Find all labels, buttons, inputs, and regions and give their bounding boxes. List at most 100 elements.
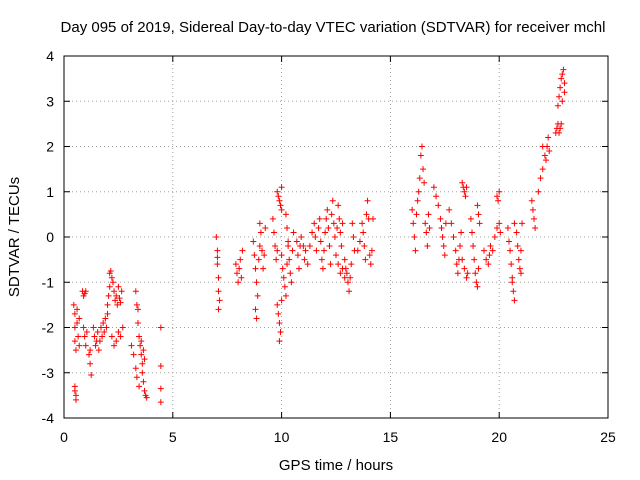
data-point	[438, 224, 445, 231]
data-point	[337, 270, 344, 277]
data-point	[412, 247, 419, 254]
data-point	[74, 319, 81, 326]
data-point	[157, 385, 164, 392]
data-point	[561, 80, 568, 87]
chart-title: Day 095 of 2019, Sidereal Day-to-day VTE…	[61, 19, 606, 36]
data-point	[413, 211, 420, 218]
data-point	[347, 274, 354, 281]
data-point	[423, 229, 430, 236]
data-point	[76, 342, 83, 349]
data-point	[74, 306, 81, 313]
data-point	[356, 238, 363, 245]
data-point	[359, 220, 366, 227]
data-point	[354, 247, 361, 254]
data-point	[494, 224, 501, 231]
data-point	[105, 292, 112, 299]
data-point	[254, 292, 261, 299]
data-point	[282, 211, 289, 218]
data-point	[410, 220, 417, 227]
data-point	[115, 329, 122, 336]
data-point	[288, 279, 295, 286]
x-tick-label: 15	[383, 429, 399, 445]
data-point	[71, 387, 78, 394]
data-point	[556, 129, 563, 136]
data-point	[559, 98, 566, 105]
data-point	[115, 283, 122, 290]
data-point	[360, 229, 367, 236]
data-point	[108, 333, 115, 340]
data-point	[557, 125, 564, 132]
data-point	[257, 229, 264, 236]
data-point	[544, 143, 551, 150]
data-point	[278, 184, 285, 191]
data-point	[318, 256, 325, 263]
data-point	[430, 184, 437, 191]
data-point	[104, 301, 111, 308]
data-point	[214, 247, 221, 254]
data-point	[130, 351, 137, 358]
data-point	[495, 197, 502, 204]
data-point	[516, 265, 523, 272]
data-point	[421, 179, 428, 186]
data-point	[561, 89, 568, 96]
data-point	[448, 220, 455, 227]
data-point	[306, 243, 313, 250]
data-point	[535, 188, 542, 195]
data-point	[471, 256, 478, 263]
data-point	[215, 306, 222, 313]
data-point	[71, 324, 78, 331]
data-point	[233, 270, 240, 277]
data-point	[323, 215, 330, 222]
data-point	[539, 166, 546, 173]
y-tick-label: 4	[46, 48, 54, 64]
data-point	[133, 374, 140, 381]
data-point	[336, 215, 343, 222]
data-point	[508, 261, 515, 268]
data-point	[326, 243, 333, 250]
data-point	[334, 224, 341, 231]
data-point	[82, 288, 89, 295]
data-point	[311, 220, 318, 227]
data-point	[301, 256, 308, 263]
data-point	[426, 224, 433, 231]
data-point	[519, 220, 526, 227]
data-point	[139, 360, 146, 367]
data-point	[71, 338, 78, 345]
data-point	[285, 238, 292, 245]
data-point	[515, 256, 522, 263]
data-point	[256, 243, 263, 250]
data-point	[275, 310, 282, 317]
data-point	[275, 193, 282, 200]
data-point	[132, 365, 139, 372]
data-point	[75, 333, 82, 340]
y-tick-label: -4	[42, 410, 55, 426]
data-point	[276, 319, 283, 326]
data-point	[437, 215, 444, 222]
data-point	[485, 261, 492, 268]
data-point	[348, 261, 355, 268]
data-point	[274, 188, 281, 195]
axis-ticks: 0 5 10 15 20 25 -4 -3 -2 -1 0 1 2 3 4	[42, 48, 616, 445]
data-point	[346, 288, 353, 295]
data-point	[140, 378, 147, 385]
data-point	[132, 288, 139, 295]
y-tick-label: -1	[42, 274, 55, 290]
data-point	[72, 347, 79, 354]
data-point	[452, 247, 459, 254]
data-point	[528, 197, 535, 204]
data-point	[497, 229, 504, 236]
data-point	[284, 224, 291, 231]
data-point	[459, 179, 466, 186]
data-point	[133, 301, 140, 308]
data-point	[319, 265, 326, 272]
data-point	[339, 265, 346, 272]
data-point	[324, 206, 331, 213]
data-point	[469, 229, 475, 236]
x-axis-title: GPS time / hours	[279, 457, 393, 474]
data-point	[215, 274, 222, 281]
data-point	[440, 243, 447, 250]
data-point	[97, 324, 104, 331]
data-point	[280, 274, 287, 281]
data-point	[558, 75, 565, 82]
data-point	[463, 184, 470, 191]
